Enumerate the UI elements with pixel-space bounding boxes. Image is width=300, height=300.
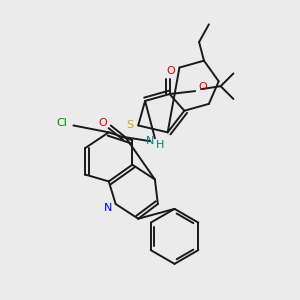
- Text: O: O: [199, 82, 207, 92]
- Text: Cl: Cl: [56, 118, 67, 128]
- Text: H: H: [156, 140, 164, 150]
- Text: S: S: [126, 121, 133, 130]
- Text: O: O: [166, 67, 175, 76]
- Text: N: N: [103, 203, 112, 213]
- Text: O: O: [98, 118, 107, 128]
- Text: N: N: [146, 136, 154, 146]
